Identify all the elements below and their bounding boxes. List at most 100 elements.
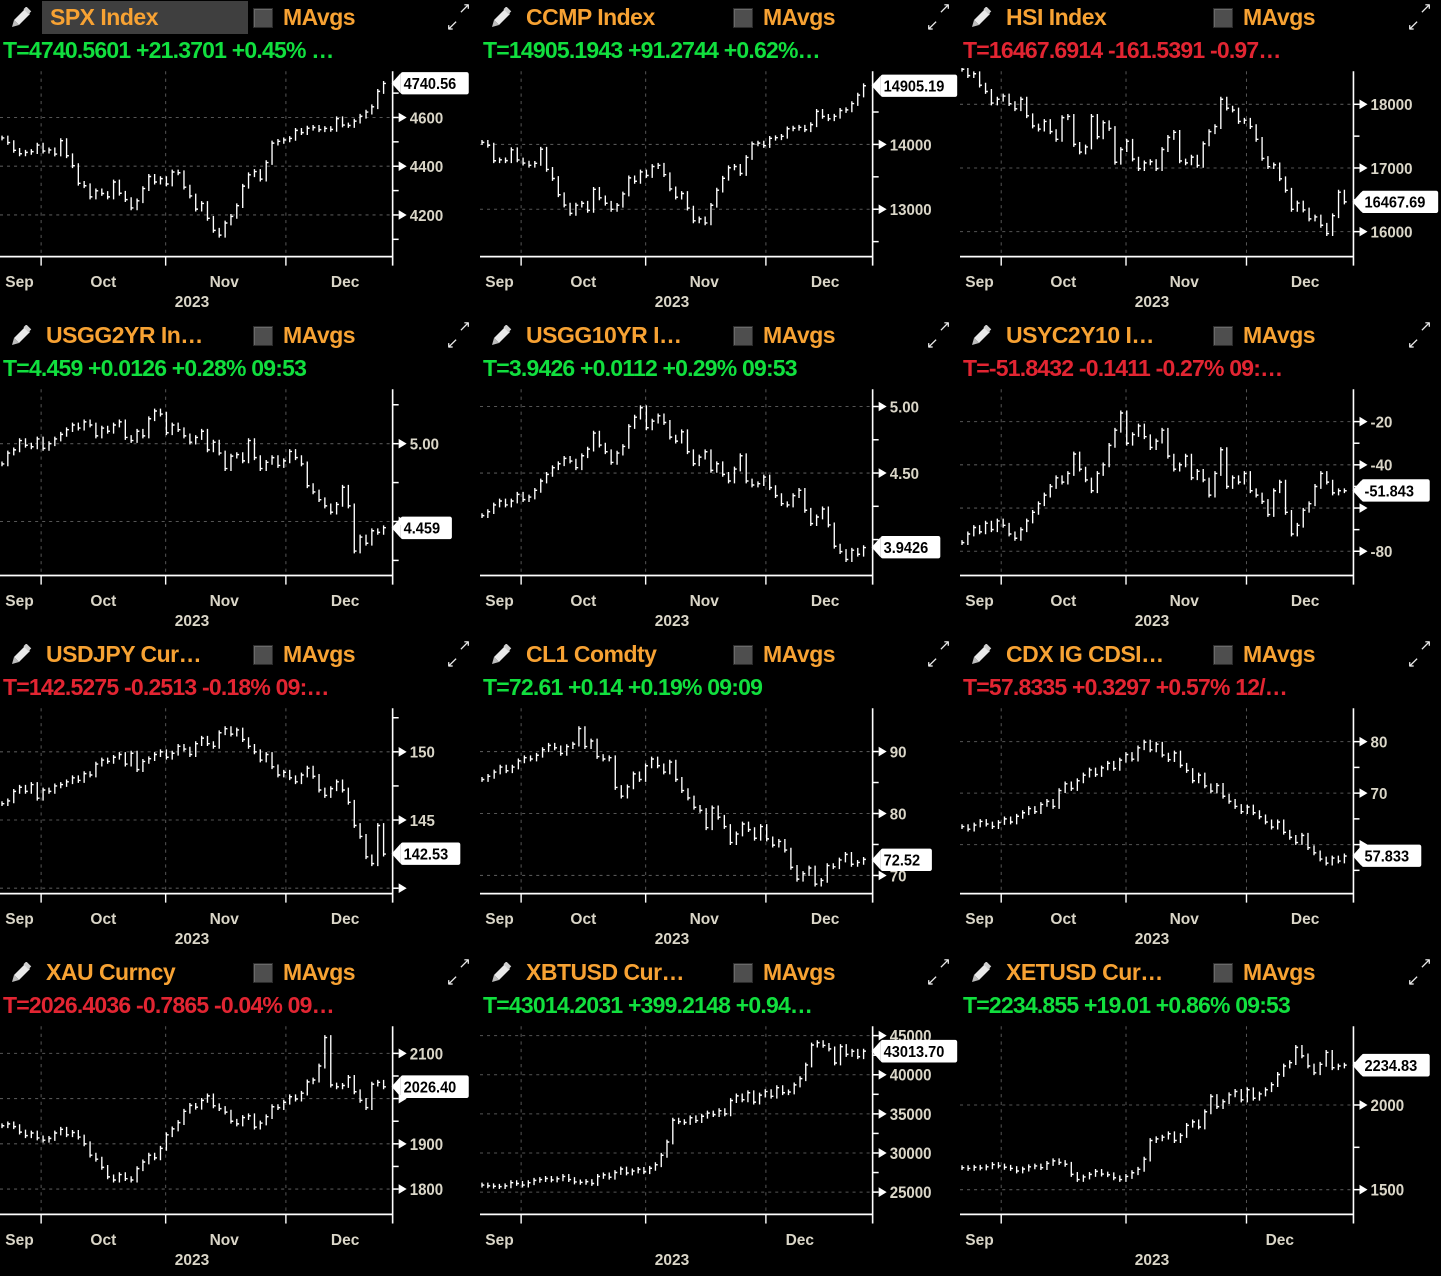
- mavgs-label[interactable]: MAvgs: [1243, 959, 1316, 985]
- mavgs-label[interactable]: MAvgs: [763, 322, 836, 348]
- chart-panel-usdjpy: USDJPY Cur… MAvgs ↗ ↙ T=142.5275 -0.2513…: [0, 637, 480, 955]
- price-chart[interactable]: 2100 1900 1800 2026.40: [0, 1023, 480, 1230]
- security-ticker[interactable]: XAU Curncy: [46, 959, 176, 985]
- chart-panel-usgg2yr: USGG2YR In… MAvgs ↗ ↙ T=4.459 +0.0126 +0…: [0, 318, 480, 637]
- price-chart[interactable]: 2000 1500 2234.83: [960, 1023, 1441, 1230]
- mavgs-label[interactable]: MAvgs: [283, 641, 356, 667]
- pencil-icon[interactable]: [490, 6, 512, 29]
- y-axis-tick-arrow: [878, 1187, 887, 1197]
- pencil-icon[interactable]: [490, 643, 512, 666]
- mavgs-checkbox[interactable]: [253, 644, 273, 665]
- mavgs-checkbox[interactable]: [733, 644, 753, 665]
- price-chart[interactable]: 18000 17000 16000 16467.69: [960, 68, 1441, 272]
- mavgs-label[interactable]: MAvgs: [763, 959, 836, 985]
- expand-icon[interactable]: ↗ ↙: [446, 0, 471, 34]
- security-ticker[interactable]: SPX Index: [42, 1, 248, 34]
- y-axis-tick-arrow: [878, 139, 887, 150]
- price-chart[interactable]: 150 145 142.53: [0, 705, 480, 909]
- mavgs-checkbox[interactable]: [1213, 7, 1233, 28]
- mavgs-label[interactable]: MAvgs: [1243, 322, 1316, 348]
- expand-icon[interactable]: ↗ ↙: [446, 955, 471, 989]
- price-chart-svg: 5.00 4.459: [0, 389, 452, 585]
- security-ticker[interactable]: USYC2Y10 I…: [1006, 322, 1154, 348]
- expand-icon[interactable]: ↗ ↙: [1407, 0, 1432, 34]
- y-axis-tick-arrow: [878, 870, 887, 881]
- price-chart[interactable]: 5.00 4.50 3.9426: [480, 386, 960, 591]
- security-ticker[interactable]: CCMP Index: [526, 4, 655, 30]
- x-axis: Sep Oct Nov Dec 2023: [480, 591, 960, 637]
- expand-icon[interactable]: ↗ ↙: [926, 318, 951, 352]
- pencil-icon[interactable]: [970, 6, 992, 29]
- mavgs-label[interactable]: MAvgs: [283, 4, 356, 30]
- price-chart-svg: 80 70 57.833: [960, 708, 1422, 903]
- y-axis-tick-label: 4.50: [890, 466, 919, 484]
- pencil-icon[interactable]: [10, 324, 32, 347]
- y-axis-tick-label: 90: [890, 744, 907, 761]
- pencil-icon[interactable]: [970, 324, 992, 347]
- pencil-icon[interactable]: [970, 643, 992, 666]
- security-ticker[interactable]: CDX IG CDSI…: [1006, 641, 1164, 667]
- price-chart[interactable]: 90 80 70 72.52: [480, 705, 960, 909]
- security-ticker[interactable]: HSI Index: [1006, 4, 1107, 30]
- pencil-icon[interactable]: [10, 6, 32, 29]
- expand-icon[interactable]: ↗ ↙: [926, 637, 951, 671]
- x-axis-month-label: Sep: [965, 911, 994, 928]
- pencil-icon[interactable]: [490, 324, 512, 347]
- mavgs-checkbox[interactable]: [253, 962, 273, 983]
- mavgs-checkbox[interactable]: [1213, 962, 1233, 983]
- expand-icon[interactable]: ↗ ↙: [1407, 318, 1432, 352]
- expand-icon[interactable]: ↗ ↙: [446, 318, 471, 352]
- x-axis-year-label: 2023: [174, 613, 210, 630]
- mavgs-label[interactable]: MAvgs: [763, 4, 836, 30]
- x-axis-month-label: Oct: [90, 1232, 117, 1249]
- price-chart[interactable]: 45000 40000 35000 30000 25000 43013.70: [480, 1023, 960, 1230]
- mavgs-label[interactable]: MAvgs: [283, 959, 356, 985]
- pencil-icon[interactable]: [10, 961, 32, 984]
- chart-panel-cdxig: CDX IG CDSI… MAvgs ↗ ↙ T=57.8335 +0.3297…: [960, 637, 1441, 955]
- price-chart[interactable]: 80 70 57.833: [960, 705, 1441, 909]
- expand-icon[interactable]: ↗ ↙: [926, 0, 951, 34]
- mavgs-checkbox[interactable]: [733, 962, 753, 983]
- x-axis-month-label: Sep: [485, 274, 514, 291]
- last-price-badge-label: 14905.19: [884, 78, 945, 95]
- price-chart[interactable]: -20 -40 -80 -51.843: [960, 386, 1441, 591]
- expand-icon[interactable]: ↗ ↙: [1407, 637, 1432, 671]
- price-chart[interactable]: 14000 13000 14905.19: [480, 68, 960, 272]
- mavgs-checkbox[interactable]: [733, 7, 753, 28]
- x-axis: Sep Oct Nov Dec 2023: [960, 272, 1441, 318]
- security-ticker[interactable]: USGG10YR I…: [526, 322, 682, 348]
- pencil-icon[interactable]: [10, 643, 32, 666]
- security-ticker[interactable]: CL1 Comdty: [526, 641, 657, 667]
- mavgs-checkbox[interactable]: [253, 7, 273, 28]
- mavgs-label[interactable]: MAvgs: [1243, 4, 1316, 30]
- x-axis-year-label: 2023: [1134, 1252, 1170, 1269]
- expand-icon[interactable]: ↗ ↙: [446, 637, 471, 671]
- pencil-icon[interactable]: [970, 961, 992, 984]
- price-chart[interactable]: 4600 4400 4200 4740.56: [0, 68, 480, 272]
- expand-icon[interactable]: ↗ ↙: [1407, 955, 1432, 989]
- x-axis-month-label: Oct: [570, 274, 597, 291]
- mavgs-checkbox[interactable]: [253, 325, 273, 346]
- mavgs-label[interactable]: MAvgs: [1243, 641, 1316, 667]
- mavgs-label[interactable]: MAvgs: [763, 641, 836, 667]
- price-chart[interactable]: 5.00 4.459: [0, 386, 480, 591]
- security-ticker[interactable]: USGG2YR In…: [46, 322, 203, 348]
- y-axis-tick-label: 30000: [890, 1145, 932, 1163]
- arrow-sw-icon: ↙: [446, 654, 459, 671]
- security-ticker[interactable]: USDJPY Cur…: [46, 641, 202, 667]
- security-ticker[interactable]: XBTUSD Cur…: [526, 959, 685, 985]
- mavgs-checkbox[interactable]: [1213, 325, 1233, 346]
- mavgs-checkbox[interactable]: [733, 325, 753, 346]
- security-ticker[interactable]: XETUSD Cur…: [1006, 959, 1163, 985]
- y-axis-tick-label: 2000: [1371, 1097, 1405, 1115]
- x-axis-month-label: Nov: [209, 593, 239, 610]
- y-axis-tick-arrow: [878, 204, 887, 215]
- y-axis-tick-label: -20: [1371, 414, 1393, 431]
- arrow-ne-icon: ↗: [458, 955, 471, 972]
- expand-icon[interactable]: ↗ ↙: [926, 955, 951, 989]
- pencil-icon[interactable]: [490, 961, 512, 984]
- mavgs-label[interactable]: MAvgs: [283, 322, 356, 348]
- x-axis-month-label: Sep: [5, 911, 34, 928]
- mavgs-checkbox[interactable]: [1213, 644, 1233, 665]
